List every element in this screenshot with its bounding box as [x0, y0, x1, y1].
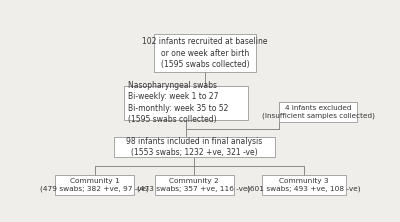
Text: 102 infants recruited at baseline
or one week after birth
(1595 swabs collected): 102 infants recruited at baseline or one…: [142, 37, 268, 69]
FancyBboxPatch shape: [114, 137, 275, 157]
Text: 98 infants included in final analysis
(1553 swabs; 1232 +ve, 321 -ve): 98 infants included in final analysis (1…: [126, 137, 262, 157]
FancyBboxPatch shape: [124, 86, 248, 120]
Text: Community 1
(479 swabs; 382 +ve, 97 -ve): Community 1 (479 swabs; 382 +ve, 97 -ve): [40, 178, 150, 192]
FancyBboxPatch shape: [56, 175, 134, 195]
FancyBboxPatch shape: [154, 34, 256, 72]
FancyBboxPatch shape: [155, 175, 234, 195]
FancyBboxPatch shape: [279, 102, 357, 122]
Text: 4 infants excluded
(Insufficient samples collected): 4 infants excluded (Insufficient samples…: [262, 105, 374, 119]
Text: Nasopharyngeal swabs
Bi-weekly: week 1 to 27
Bi-monthly: week 35 to 52
(1595 swa: Nasopharyngeal swabs Bi-weekly: week 1 t…: [128, 81, 228, 124]
FancyBboxPatch shape: [262, 175, 346, 195]
Text: Community 2
(473 swabs; 357 +ve, 116 -ve): Community 2 (473 swabs; 357 +ve, 116 -ve…: [138, 178, 251, 192]
Text: Community 3
(601 swabs; 493 +ve, 108 -ve): Community 3 (601 swabs; 493 +ve, 108 -ve…: [247, 178, 361, 192]
